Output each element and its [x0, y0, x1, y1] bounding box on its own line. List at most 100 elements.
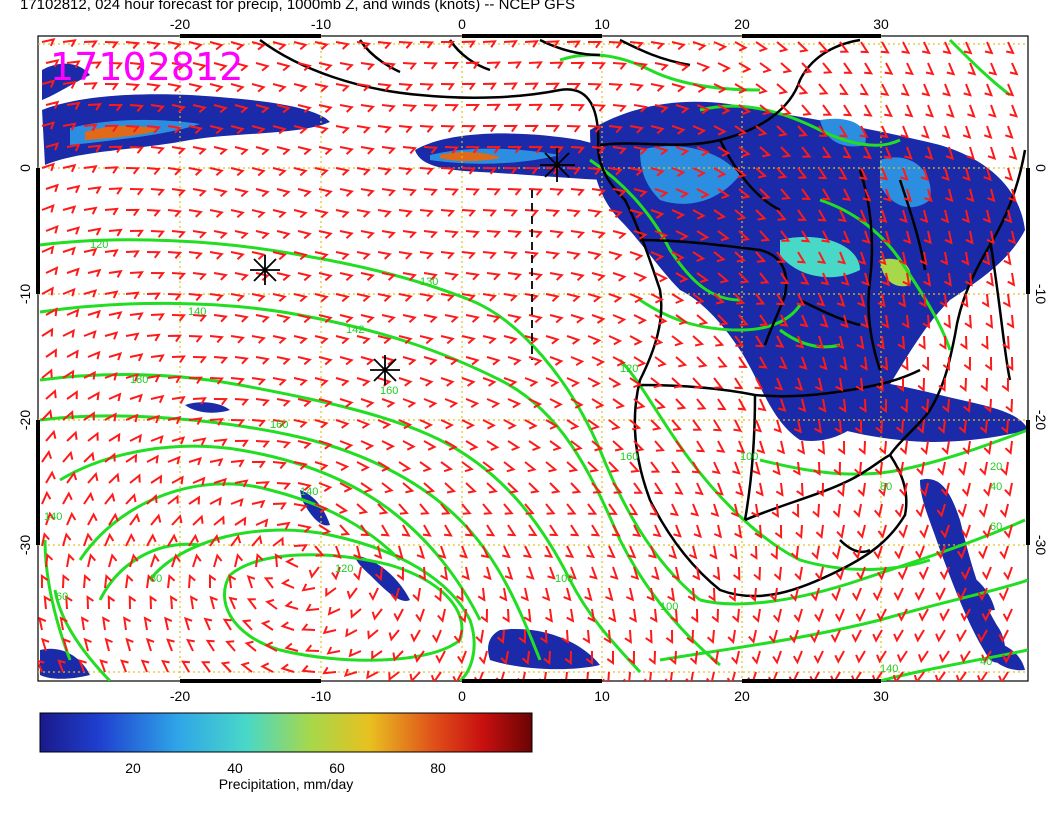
- wind-barb: [444, 398, 459, 409]
- wind-barb: [41, 409, 53, 421]
- wind-barb: [940, 209, 950, 224]
- wind-barb: [919, 524, 929, 539]
- wind-barb: [251, 41, 266, 51]
- wind-barb: [817, 209, 827, 222]
- wind-barb: [150, 230, 166, 238]
- wind-barb: [293, 167, 308, 177]
- wind-barb: [650, 167, 665, 177]
- wind-barb: [45, 470, 56, 484]
- wind-barb: [731, 608, 740, 623]
- wind-barb: [401, 524, 411, 537]
- wind-barb: [566, 377, 581, 388]
- wind-barb: [402, 356, 417, 366]
- wind-barb: [958, 419, 967, 434]
- wind-barb: [66, 349, 79, 359]
- wind-barb: [654, 440, 665, 452]
- wind-barb: [486, 146, 501, 154]
- wind-barb: [605, 587, 614, 602]
- wind-barb: [402, 188, 417, 197]
- wind-barb: [873, 503, 883, 518]
- wind-barb: [234, 479, 249, 488]
- wind-barb: [87, 471, 99, 484]
- wind-barb: [945, 146, 955, 160]
- wind-barb: [734, 251, 746, 263]
- colorbar-tick: 80: [430, 760, 446, 776]
- wind-barb: [545, 335, 560, 345]
- wind-barb: [799, 356, 808, 370]
- wind-barb: [755, 125, 768, 137]
- wind-barb: [876, 377, 884, 392]
- wind-barb: [335, 83, 350, 92]
- wind-barb: [570, 398, 584, 409]
- wind-barb: [293, 41, 308, 51]
- wind-barb: [360, 356, 375, 366]
- wind-barb: [461, 335, 476, 345]
- wind-barb: [444, 230, 459, 239]
- wind-barb: [356, 335, 371, 345]
- wind-barb: [314, 125, 329, 135]
- wind-barb: [108, 512, 119, 526]
- wind-barb: [125, 493, 137, 505]
- wind-barb: [924, 188, 933, 203]
- wind-barb: [608, 83, 624, 91]
- wind-barb: [816, 482, 824, 498]
- wind-barb: [772, 650, 782, 665]
- wind-barb: [45, 58, 60, 68]
- wind-barb: [503, 251, 518, 260]
- wind-barb: [858, 440, 866, 456]
- wind-barb: [339, 146, 354, 155]
- wind-barb: [963, 83, 972, 97]
- wind-barb: [935, 587, 946, 601]
- wind-barb: [486, 314, 501, 323]
- wind-barb: [241, 619, 253, 631]
- wind-barb: [696, 104, 711, 115]
- wind-barb: [603, 629, 612, 644]
- wind-barb: [171, 230, 186, 239]
- wind-barb: [45, 100, 60, 109]
- wind-barb: [795, 524, 803, 540]
- wind-barb: [943, 314, 951, 329]
- wind-barb: [690, 608, 699, 623]
- wind-barb: [220, 661, 232, 673]
- wind-barb: [877, 293, 886, 308]
- wind-barb: [230, 293, 245, 302]
- wind-barb: [440, 419, 454, 430]
- wind-barb: [419, 209, 434, 218]
- wind-barb: [188, 417, 203, 425]
- wind-barb: [738, 230, 751, 242]
- wind-barb: [713, 419, 723, 432]
- wind-barb: [255, 440, 271, 448]
- colorbar-tick: 20: [125, 760, 141, 776]
- wind-barb: [167, 455, 181, 465]
- wind-barb: [814, 608, 824, 623]
- wind-barb: [852, 545, 862, 560]
- wind-barb: [297, 146, 312, 156]
- wind-barb: [272, 502, 287, 510]
- wind-barb: [125, 453, 138, 463]
- wind-barb: [503, 461, 516, 473]
- wind-barb: [360, 482, 374, 494]
- wind-barb: [381, 524, 390, 537]
- wind-barb: [66, 390, 78, 400]
- wind-barb: [813, 461, 821, 476]
- wind-barb: [862, 188, 872, 202]
- wind-barb: [213, 515, 225, 526]
- wind-barb: [981, 293, 990, 308]
- wind-barb: [230, 419, 245, 427]
- wind-barb: [276, 104, 291, 114]
- wind-barb: [898, 251, 908, 266]
- wind-barb: [938, 650, 950, 664]
- wind-barb: [898, 293, 907, 308]
- wind-barb: [234, 439, 249, 448]
- wind-barb: [167, 125, 182, 134]
- wind-barb: [392, 650, 404, 662]
- wind-barb: [903, 230, 912, 245]
- wind-barb: [461, 566, 470, 581]
- wind-barb: [629, 419, 642, 431]
- wind-barb: [255, 398, 270, 407]
- wind-barb: [834, 650, 845, 664]
- wind-barb: [503, 335, 518, 345]
- wind-barb: [41, 162, 55, 172]
- wind-barb: [83, 532, 93, 547]
- wind-barb: [486, 103, 501, 112]
